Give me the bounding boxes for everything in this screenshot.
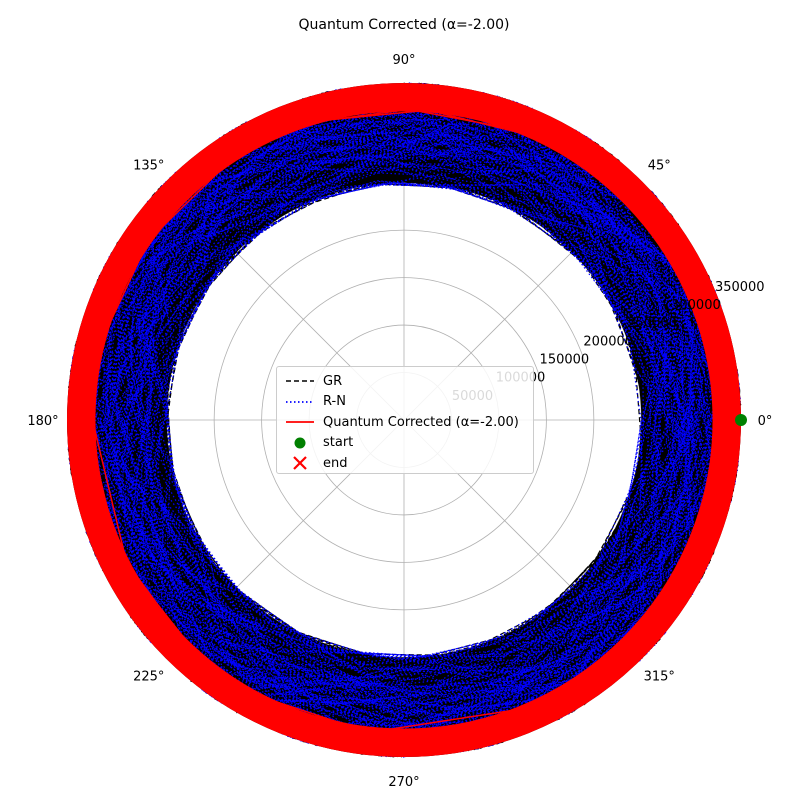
marker-end [112,254,128,271]
radial-tick-label-4: 250000 [627,316,677,331]
legend-swatch-start [294,437,306,449]
legend-entry-quantum: Quantum Corrected (α=-2.00) [285,412,525,433]
legend-swatch-end [293,456,307,471]
radial-tick-label-2: 150000 [540,353,590,368]
legend-label-end: end [323,455,348,471]
angle-tick-label-3: 135° [133,159,164,174]
angle-tick-label-4: 180° [27,414,58,429]
angle-tick-label-2: 90° [392,53,415,68]
legend-label-start: start [323,435,354,451]
legend-label-gr: GR [323,373,343,389]
radial-tick-label-3: 200000 [583,334,633,349]
legend-label-quantum: Quantum Corrected (α=-2.00) [323,414,519,430]
legend-swatch-rn [286,400,314,403]
legend-entry-rn: R-N [285,392,525,413]
angle-tick-label-6: 270° [388,775,419,790]
legend: GR R-N Quantum Corrected (α=-2.00) start [276,366,534,474]
legend-entry-end: end [285,453,525,474]
angle-tick-label-5: 225° [133,669,164,684]
radial-tick-label-6: 350000 [715,280,765,295]
series-line-2 [78,108,730,736]
legend-swatch-gr [286,380,314,383]
series-band-2 [66,82,742,758]
series-line-1 [67,82,742,758]
angle-tick-label-1: 45° [648,159,671,174]
chart-title: Quantum Corrected (α=-2.00) [299,17,510,33]
legend-entry-gr: GR [285,371,525,392]
legend-label-rn: R-N [323,394,346,410]
legend-swatch-quantum [286,421,314,424]
marker-end-stroke-b [112,254,128,271]
series-group [66,82,742,758]
angle-tick-label-7: 315° [644,669,675,684]
radial-tick-label-5: 300000 [671,298,721,313]
legend-entry-start: start [285,433,525,454]
marker-start [735,414,747,426]
angle-tick-label-0: 0° [758,414,773,429]
